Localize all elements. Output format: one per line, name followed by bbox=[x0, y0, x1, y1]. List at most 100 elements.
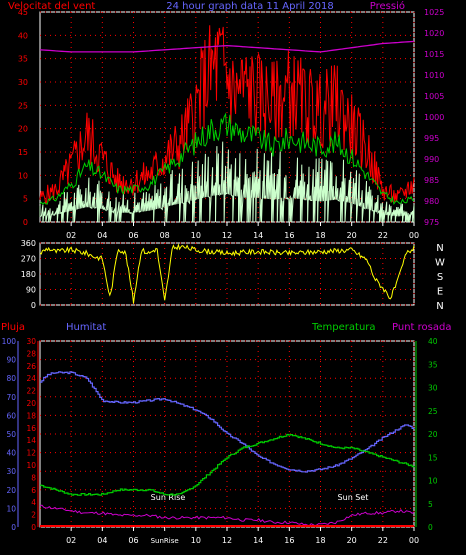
panel1-right-tick: 975 bbox=[424, 218, 439, 227]
panel1-right-tick: 1010 bbox=[424, 71, 444, 80]
panel3-dewpoint-label: Punt rosada bbox=[392, 322, 451, 333]
panel1-x-tick: 06 bbox=[128, 231, 138, 240]
series-wind-speed-line bbox=[39, 25, 415, 205]
series-dew-point-line bbox=[39, 504, 415, 527]
panel3-x-tick: 12 bbox=[222, 536, 232, 545]
panel3-temp-tick: 20 bbox=[428, 430, 438, 439]
panel3-rain-tick: 18 bbox=[26, 411, 36, 420]
panel1-right-tick: 990 bbox=[424, 155, 439, 164]
panel1-left-tick: 25 bbox=[18, 101, 28, 110]
panel3-rain-tick: 26 bbox=[26, 362, 36, 371]
panel1-left-tick: 0 bbox=[23, 218, 28, 227]
panel3-rain-tick: 8 bbox=[31, 473, 36, 482]
panel1-right-tick: 985 bbox=[424, 176, 439, 185]
panel3-rain-tick: 22 bbox=[26, 387, 36, 396]
panel1-right-tick: 1015 bbox=[424, 50, 444, 59]
panel3-humidity-tick: 40 bbox=[6, 449, 16, 458]
panel2-compass-label: E bbox=[437, 287, 443, 298]
panel3-humidity-tick: 90 bbox=[6, 356, 16, 365]
panel3-rain-tick: 2 bbox=[31, 511, 36, 520]
panel1-right-tick: 1020 bbox=[424, 29, 444, 38]
panel1-x-tick: 02 bbox=[66, 231, 76, 240]
panel3-rain-tick: 24 bbox=[26, 374, 36, 383]
panel2-y-tick: 270 bbox=[21, 255, 36, 264]
panel1-right-tick: 1025 bbox=[424, 8, 444, 17]
panel3-rain-tick: 16 bbox=[26, 424, 36, 433]
panel3-rain-tick: 4 bbox=[31, 498, 36, 507]
panel3-temp-tick: 40 bbox=[428, 337, 438, 346]
panel1-right-axis-label: Pressió bbox=[370, 0, 405, 12]
panel1-title: 24 hour graph data 11 April 2018 bbox=[166, 1, 334, 12]
panel3-temp-tick: 30 bbox=[428, 384, 438, 393]
panel3-humidity-tick: 10 bbox=[6, 504, 16, 513]
panel3-rain-tick: 6 bbox=[31, 486, 36, 495]
panel3-x-tick: 20 bbox=[347, 536, 357, 545]
panel3-sunset-annotation: Sun Set bbox=[338, 493, 369, 502]
panel3-x-tick: 04 bbox=[97, 536, 107, 545]
series-pressure-line bbox=[39, 40, 415, 53]
panel1-left-tick: 45 bbox=[18, 8, 28, 17]
panel3-x-tick: 02 bbox=[66, 536, 76, 545]
panel3-x-tick: 18 bbox=[315, 536, 325, 545]
panel3-rain-tick: 12 bbox=[26, 449, 36, 458]
panel3-temperature-label: Temperatura bbox=[311, 322, 376, 333]
panel3-sunrise-annotation: Sun Rise bbox=[151, 493, 186, 502]
panel3-rain-tick: 20 bbox=[26, 399, 36, 408]
panel3-temp-tick: 15 bbox=[428, 453, 438, 462]
panel1-x-tick: 00 bbox=[409, 231, 419, 240]
panel2-y-tick: 0 bbox=[31, 301, 36, 310]
panel3-humidity-tick: 100 bbox=[2, 337, 17, 346]
panel3-humidity-tick: 20 bbox=[6, 486, 16, 495]
panel1-right-tick: 1000 bbox=[424, 113, 444, 122]
panel3-temp-tick: 25 bbox=[428, 407, 438, 416]
panel2-compass-label: N bbox=[436, 243, 443, 254]
panel1-left-tick: 40 bbox=[18, 31, 28, 40]
panel3-temp-tick: 0 bbox=[428, 523, 433, 532]
panel3-humidity-tick: 0 bbox=[11, 523, 16, 532]
panel1-x-tick: 20 bbox=[347, 231, 357, 240]
panel3-x-tick: 10 bbox=[191, 536, 201, 545]
panel1-left-tick: 10 bbox=[18, 171, 28, 180]
panel3-x-tick: 00 bbox=[409, 536, 419, 545]
panel3-humidity-tick: 50 bbox=[6, 430, 16, 439]
panel3-humidity-tick: 80 bbox=[6, 374, 16, 383]
panel1-x-tick: 22 bbox=[378, 231, 388, 240]
panel3-rain-tick: 10 bbox=[26, 461, 36, 470]
panel1-right-tick: 1005 bbox=[424, 92, 444, 101]
panel3-x-tick: SunRise bbox=[151, 537, 179, 545]
panel1-left-tick: 15 bbox=[18, 148, 28, 157]
panel3-x-tick: 14 bbox=[253, 536, 263, 545]
panel1-x-tick: 18 bbox=[315, 231, 325, 240]
panel1-left-tick: 20 bbox=[18, 125, 28, 134]
panel3-humidity-label: Humitat bbox=[66, 322, 106, 333]
panel2-compass-label: S bbox=[437, 272, 443, 283]
panel2-y-tick: 360 bbox=[21, 239, 36, 248]
panel1-left-axis-label: Velocitat del vent bbox=[8, 1, 95, 12]
panel1-right-tick: 980 bbox=[424, 197, 439, 206]
panel2-y-tick: 90 bbox=[26, 286, 36, 295]
panel2-compass-label: W bbox=[435, 258, 445, 269]
panel3-rain-tick: 28 bbox=[26, 349, 36, 358]
panel3-humidity-tick: 60 bbox=[6, 411, 16, 420]
panel3-rain-label: Pluja bbox=[1, 322, 25, 333]
panel1-x-tick: 04 bbox=[97, 231, 107, 240]
panel3-rain-tick: 30 bbox=[26, 337, 36, 346]
series-wind-gust-avg-line bbox=[39, 112, 415, 206]
panel1-x-tick: 08 bbox=[160, 231, 170, 240]
panel1-x-tick: 16 bbox=[284, 231, 294, 240]
panel3-rain-tick: 14 bbox=[26, 436, 36, 445]
panel1-x-tick: 12 bbox=[222, 231, 232, 240]
panel3-x-tick: 22 bbox=[378, 536, 388, 545]
panel3-temp-tick: 35 bbox=[428, 360, 438, 369]
panel3-x-tick: 06 bbox=[128, 536, 138, 545]
series-temperature-line bbox=[40, 433, 415, 496]
panel2-y-tick: 180 bbox=[21, 270, 36, 279]
panel3-x-tick: 16 bbox=[284, 536, 294, 545]
panel1-x-tick: 14 bbox=[253, 231, 263, 240]
panel1-right-tick: 995 bbox=[424, 134, 439, 143]
panel3-humidity-tick: 30 bbox=[6, 467, 16, 476]
panel1-left-tick: 30 bbox=[18, 78, 28, 87]
series-humidity-line bbox=[40, 371, 415, 473]
series-wind-direction-line bbox=[39, 243, 415, 304]
